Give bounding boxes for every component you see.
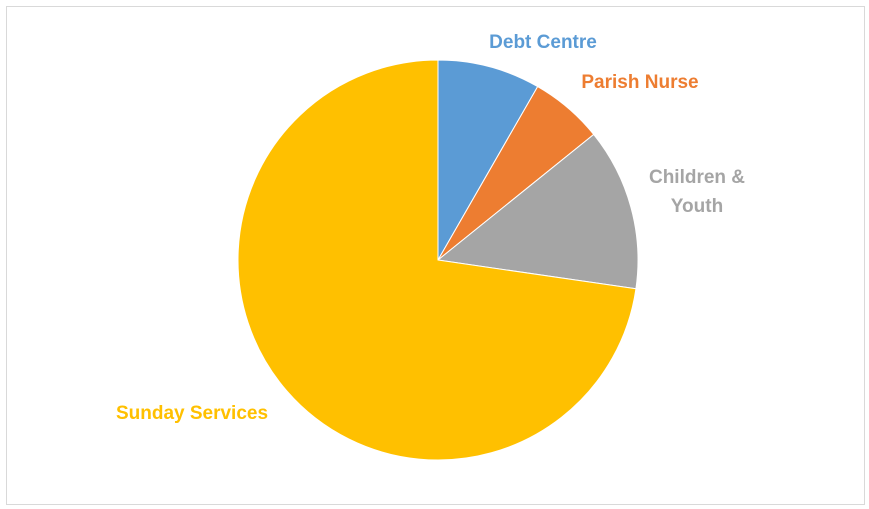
pie-slice-debt-centre — [437, 59, 539, 262]
slice-label-sunday-services: Sunday Services — [116, 403, 268, 424]
pie-slice-sunday-services — [237, 59, 637, 461]
pie-slice-children-youth — [436, 133, 639, 290]
slice-label-debt-centre: Debt Centre — [489, 32, 597, 53]
slice-label-parish-nurse: Parish Nurse — [581, 72, 698, 93]
slice-label-children-youth: Children & Youth — [649, 167, 745, 217]
